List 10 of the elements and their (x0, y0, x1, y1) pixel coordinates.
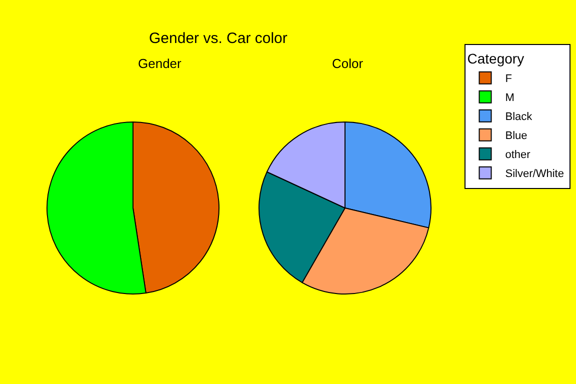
legend-label: F (505, 73, 512, 86)
legend-label: Silver/White (505, 168, 564, 180)
text: Gender vs. Car color (149, 30, 288, 47)
chart-title: Gender (138, 56, 182, 71)
text: Color (332, 56, 364, 71)
legend-title: Category (467, 50, 524, 66)
legend-label: other (505, 149, 531, 162)
legend-label: Black (505, 111, 533, 124)
legend-label: M (505, 92, 514, 104)
legend-label: Blue (505, 130, 528, 142)
